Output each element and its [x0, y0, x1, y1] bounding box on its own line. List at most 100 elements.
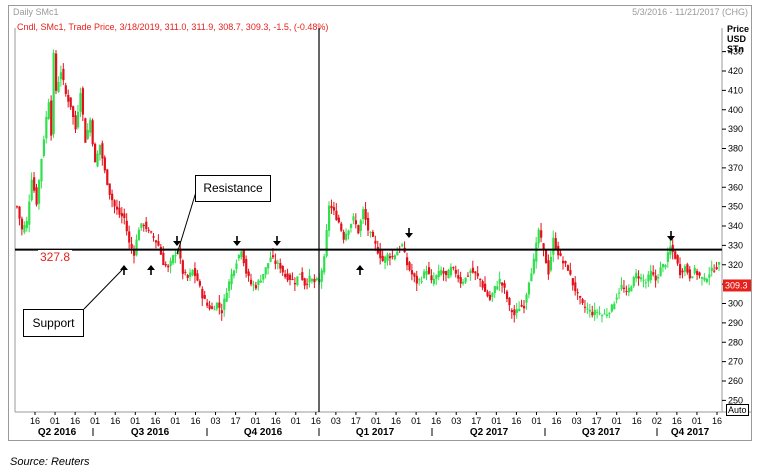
- support-callout: Support: [23, 309, 84, 337]
- candle-body: [503, 283, 506, 288]
- candle-body: [593, 309, 596, 315]
- candle-body: [457, 275, 460, 279]
- candle-body: [393, 255, 397, 260]
- candle-body: [598, 313, 601, 315]
- candle-body: [347, 230, 350, 235]
- candle-body: [703, 277, 706, 281]
- candle-body: [345, 233, 348, 240]
- candle-body: [162, 252, 165, 265]
- candle-body: [25, 221, 28, 228]
- candle-body: [591, 311, 594, 316]
- quarter-label: Q3 2017: [582, 427, 621, 438]
- candle-body: [552, 237, 555, 255]
- up-arrow-icon: [356, 265, 364, 270]
- y-tick-label: 300: [728, 299, 743, 309]
- x-tick-label: 01: [411, 416, 421, 426]
- x-tick-label: 03: [211, 416, 221, 426]
- candle-body: [501, 282, 504, 286]
- x-tick-label: 01: [491, 416, 501, 426]
- candle-body: [186, 275, 189, 278]
- candle-body: [666, 252, 670, 262]
- candle-body: [198, 281, 202, 286]
- candle-body: [103, 157, 106, 171]
- candle-body: [596, 311, 599, 313]
- candle-body: [310, 279, 314, 282]
- candle-body: [362, 209, 365, 219]
- candle-body: [391, 255, 394, 257]
- y-tick-label: 420: [728, 66, 743, 76]
- candle-body: [133, 249, 136, 256]
- candle-body: [464, 277, 467, 283]
- candle-body: [69, 97, 72, 108]
- candle-body: [159, 246, 163, 255]
- candle-body: [301, 272, 304, 280]
- candle-body: [172, 255, 175, 264]
- candle-body: [157, 241, 160, 246]
- x-tick-label: 17: [231, 416, 241, 426]
- candle-body: [213, 309, 216, 311]
- candle-body: [471, 267, 475, 273]
- candle-body: [240, 251, 243, 258]
- candle-body: [647, 274, 650, 282]
- candle-body: [408, 262, 411, 271]
- quarter-label: Q4 2017: [671, 427, 710, 438]
- x-tick-label: 16: [511, 416, 521, 426]
- candle-body: [135, 239, 138, 256]
- candle-body: [330, 205, 333, 209]
- candle-body: [111, 193, 114, 201]
- candle-body: [654, 275, 657, 281]
- candle-body: [371, 231, 375, 237]
- auto-scale-button[interactable]: Auto: [726, 404, 749, 416]
- candle-body: [432, 278, 436, 285]
- candle-body: [401, 244, 404, 247]
- quarter-label: Q3 2016: [131, 427, 170, 438]
- candle-body: [547, 260, 550, 275]
- candle-body: [462, 281, 465, 284]
- x-tick-label: 16: [150, 416, 160, 426]
- candle-body: [96, 153, 99, 167]
- candle-body: [315, 278, 319, 280]
- candle-body: [430, 275, 433, 281]
- candle-body: [154, 240, 158, 243]
- candle-body: [357, 225, 360, 234]
- candle-body: [715, 267, 718, 270]
- candle-body: [169, 260, 172, 267]
- candle-body: [440, 269, 443, 275]
- candle-body: [40, 159, 43, 182]
- candle-body: [523, 305, 526, 309]
- candle-body: [683, 266, 687, 272]
- candle-body: [79, 93, 82, 112]
- candle-body: [657, 276, 660, 279]
- candle-body: [203, 295, 206, 299]
- x-tick-label: 01: [612, 416, 622, 426]
- candle-body: [410, 270, 414, 275]
- candle-body: [340, 223, 343, 231]
- candle-body: [718, 262, 721, 265]
- candle-body: [635, 272, 638, 279]
- candle-body: [140, 223, 143, 228]
- candle-body: [250, 279, 253, 285]
- candle-body: [481, 281, 484, 288]
- candle-body: [574, 282, 577, 292]
- candle-body: [64, 85, 67, 94]
- x-tick-label: 03: [451, 416, 461, 426]
- candle-body: [562, 260, 565, 264]
- candle-body: [425, 270, 428, 275]
- candle-body: [91, 120, 94, 145]
- candle-body: [328, 205, 331, 231]
- quarter-label: Q2 2017: [470, 427, 509, 438]
- candle-body: [569, 270, 572, 275]
- y-tick-label: 270: [728, 357, 743, 367]
- ohlc-readout: Cndl, SMc1, Trade Price, 3/18/2019, 311.…: [17, 22, 329, 32]
- candle-body: [535, 242, 538, 262]
- y-tick-label: 250: [728, 395, 743, 405]
- x-tick-label: 16: [70, 416, 80, 426]
- candle-body: [486, 291, 489, 297]
- candle-body: [57, 82, 60, 92]
- up-arrow-icon: [120, 265, 128, 270]
- candle-body: [518, 308, 521, 312]
- candle-body: [605, 314, 609, 317]
- candle-body: [245, 259, 248, 274]
- candle-body: [459, 277, 462, 284]
- candle-body: [47, 102, 50, 120]
